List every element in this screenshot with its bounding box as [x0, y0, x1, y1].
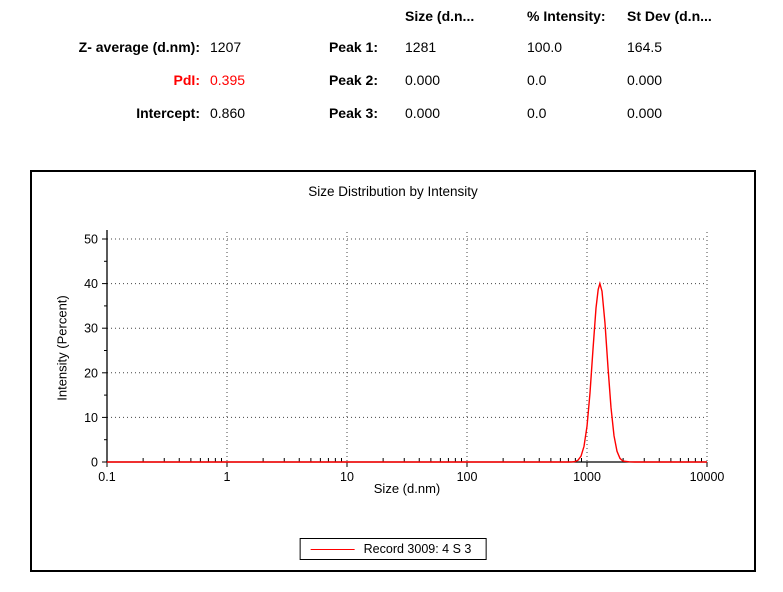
svg-text:40: 40 [84, 277, 98, 291]
svg-text:10: 10 [84, 411, 98, 425]
svg-text:30: 30 [84, 322, 98, 336]
legend: Record 3009: 4 S 3 [299, 538, 487, 560]
intercept-value: 0.860 [210, 104, 246, 121]
intercept-label: Intercept: [136, 104, 200, 121]
peak2-stdev: 0.000 [627, 71, 663, 88]
peak1-size: 1281 [405, 38, 437, 55]
svg-text:10000: 10000 [690, 470, 725, 484]
results-summary-table: Size (d.n... % Intensity: St Dev (d.n...… [10, 2, 770, 129]
svg-text:100: 100 [457, 470, 478, 484]
plot-svg: 0 10 20 30 40 50 0.1 1 10 100 1000 10000 [84, 230, 725, 484]
svg-text:1: 1 [224, 470, 231, 484]
column-header-intensity: % Intensity: [527, 8, 606, 24]
peak1-label: Peak 1: [328, 38, 378, 55]
svg-text:0: 0 [91, 456, 98, 470]
peak3-intensity: 0.0 [527, 104, 547, 121]
z-average-value: 1207 [210, 38, 242, 55]
peak2-size: 0.000 [405, 71, 441, 88]
svg-text:20: 20 [84, 366, 98, 380]
column-header-size: Size (d.n... [405, 8, 475, 24]
svg-text:1000: 1000 [573, 470, 601, 484]
svg-text:10: 10 [340, 470, 354, 484]
legend-line-sample [310, 548, 355, 550]
legend-label: Record 3009: 4 S 3 [363, 542, 472, 556]
peak1-intensity: 100.0 [527, 38, 563, 55]
peak2-intensity: 0.0 [527, 71, 547, 88]
y-axis-label: Intensity (Percent) [54, 295, 70, 401]
svg-text:0.1: 0.1 [98, 470, 115, 484]
pdi-value: 0.395 [210, 71, 246, 88]
chart-title: Size Distribution by Intensity [308, 184, 478, 199]
x-axis-label: Size (d.nm) [373, 481, 441, 496]
z-average-label: Z- average (d.nm): [78, 38, 200, 55]
peak1-stdev: 164.5 [627, 38, 663, 55]
peak3-stdev: 0.000 [627, 104, 663, 121]
column-header-stdev: St Dev (d.n... [627, 8, 712, 24]
pdi-label: PdI: [173, 71, 200, 88]
peak2-label: Peak 2: [328, 71, 378, 88]
peak3-size: 0.000 [405, 104, 441, 121]
svg-text:50: 50 [84, 233, 98, 247]
peak3-label: Peak 3: [328, 104, 378, 121]
size-distribution-chart-panel: Size Distribution by Intensity 0 10 20 30 40… [30, 170, 756, 572]
